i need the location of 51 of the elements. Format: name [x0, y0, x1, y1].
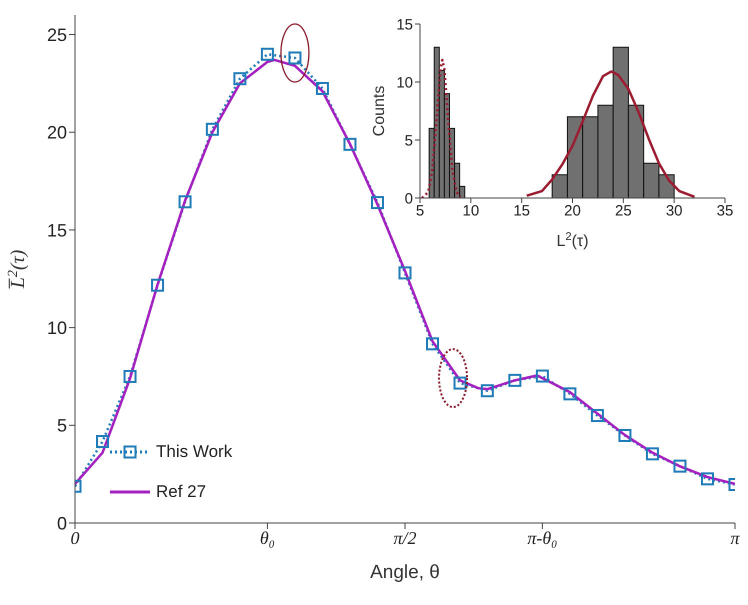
y-tick-label: 15: [46, 220, 67, 240]
y-tick-label: 20: [46, 122, 67, 143]
y-tick-label: 0: [404, 190, 413, 208]
point: [96, 435, 110, 448]
point: [590, 409, 604, 422]
point: [398, 266, 412, 280]
x-tick-label: 30: [666, 202, 683, 220]
y-tick-label: 15: [396, 16, 413, 34]
y-tick-label: 0: [56, 513, 67, 534]
x-tick-label: 35: [716, 202, 734, 220]
y-tick-label: 5: [56, 416, 67, 436]
point: [618, 428, 632, 442]
point: [316, 82, 329, 95]
point: [151, 278, 164, 292]
point: [536, 370, 549, 383]
line-series: [526, 70, 696, 198]
point: [233, 72, 246, 86]
x-tick-label: 10: [462, 202, 480, 220]
point: [178, 195, 192, 208]
y-tick-label: 25: [46, 24, 67, 45]
x-tick-label: 25: [614, 202, 632, 220]
point: [454, 376, 467, 390]
point: [343, 138, 356, 151]
point: [508, 374, 522, 387]
x-tick-label: θ₀: [260, 528, 275, 548]
x-tick-label: 20: [564, 202, 581, 220]
x-tick-label: 15: [513, 202, 530, 220]
point: [646, 447, 659, 460]
point: [124, 370, 137, 383]
x-axis-title: L$^{2}$(τ): [556, 231, 589, 250]
point: [206, 122, 219, 136]
x-tick-label: π-θ₀: [527, 528, 558, 548]
point: [260, 48, 274, 61]
y-tick-label: 5: [404, 132, 413, 150]
point: [370, 196, 384, 210]
y-tick-label: 10: [396, 74, 413, 92]
point: [288, 51, 302, 64]
point: [700, 472, 714, 486]
legend-label: This Work: [156, 442, 232, 462]
legend-label: Ref 27: [156, 482, 206, 502]
point: [673, 460, 686, 473]
y-tick-label: 10: [46, 318, 67, 338]
x-tick-label: π/2: [393, 528, 417, 548]
y-axis-title: Counts: [371, 86, 388, 136]
x-tick-label: 5: [416, 202, 424, 220]
point: [563, 387, 576, 400]
point: [480, 384, 494, 398]
x-axis-title: Angle, θ: [370, 562, 440, 583]
x-tick-label: π: [730, 528, 740, 548]
point: [426, 337, 440, 350]
x-tick-label: 0: [70, 528, 80, 548]
